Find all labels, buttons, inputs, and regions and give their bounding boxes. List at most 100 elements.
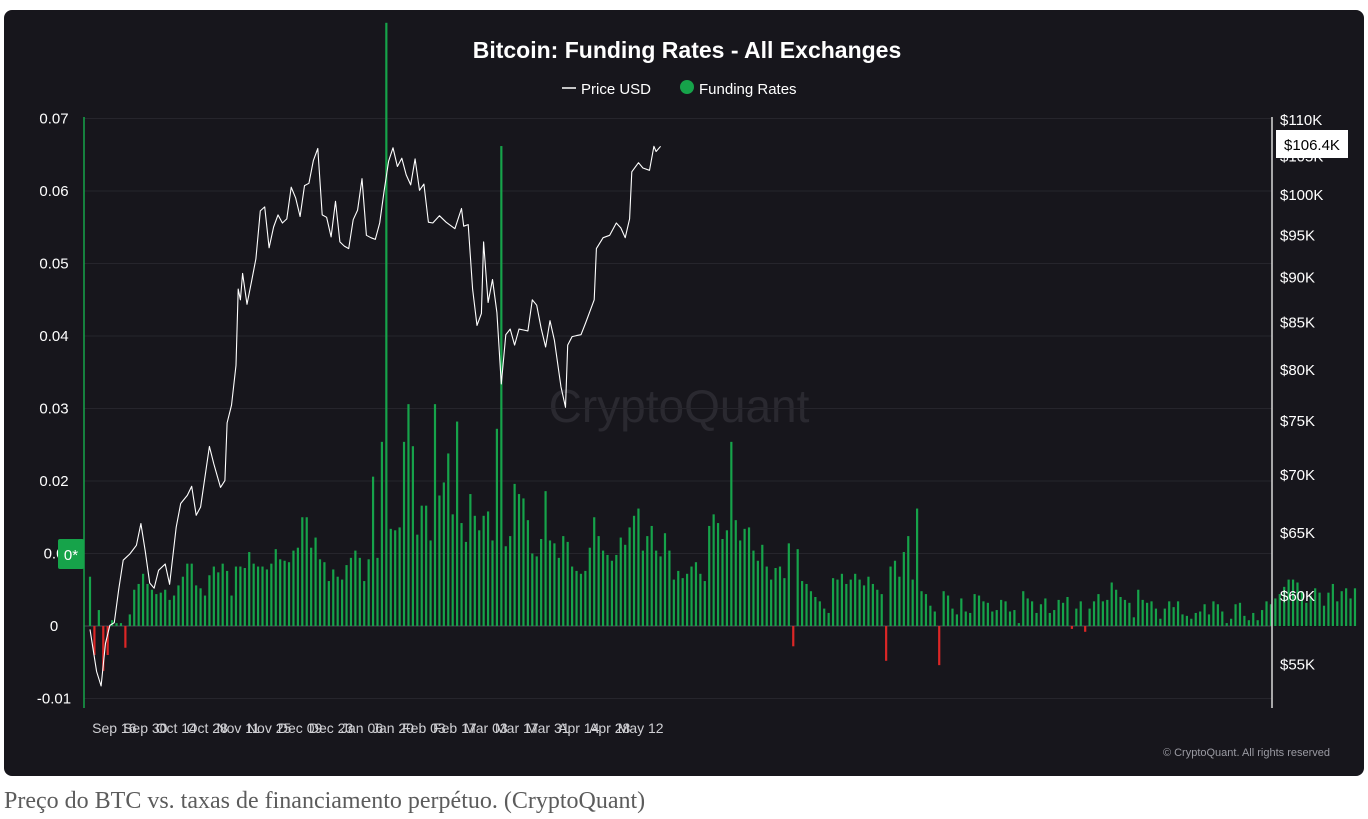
funding-bar: [929, 605, 932, 626]
funding-bar: [898, 576, 901, 626]
funding-bar: [1106, 599, 1109, 626]
funding-bar: [672, 579, 675, 626]
funding-bar: [632, 515, 636, 626]
funding-bar: [982, 601, 985, 626]
legend-funding[interactable]: Funding Rates: [699, 81, 797, 98]
funding-bar: [1035, 612, 1038, 626]
funding-bar: [495, 428, 499, 626]
funding-bar: [261, 566, 264, 626]
funding-bar: [1048, 612, 1051, 626]
funding-bar: [155, 594, 158, 626]
x-tick-label: Sep 16: [92, 720, 137, 736]
funding-bar: [566, 541, 569, 626]
funding-bar: [1199, 611, 1202, 626]
funding-bar: [876, 589, 879, 626]
funding-bar: [181, 576, 184, 626]
funding-bar: [831, 578, 835, 626]
funding-bar: [889, 566, 892, 626]
funding-bar: [509, 536, 512, 626]
funding-bar: [637, 508, 640, 626]
funding-bar: [1075, 608, 1078, 626]
funding-bar: [1309, 595, 1312, 626]
x-tick-label: Feb 03: [402, 720, 446, 736]
x-tick-label: Sep 30: [123, 720, 168, 736]
funding-bar: [274, 549, 277, 626]
funding-bar: [544, 491, 547, 626]
funding-bar: [840, 573, 844, 626]
funding-bar: [380, 441, 384, 626]
funding-bar: [1260, 610, 1264, 626]
funding-rates-chart: CryptoQuant 0.070.060.050.040.030.020.00…: [37, 22, 1357, 759]
funding-bar: [597, 536, 600, 626]
funding-bar: [783, 578, 786, 626]
funding-bar: [1150, 601, 1153, 626]
funding-bar: [473, 515, 476, 626]
funding-bar: [1340, 591, 1343, 626]
funding-bar: [1084, 626, 1087, 632]
funding-bar: [402, 441, 406, 626]
current-price-badge: [1276, 130, 1348, 158]
legend-price[interactable]: Price USD: [581, 81, 651, 98]
funding-bar: [575, 570, 578, 626]
funding-bar: [504, 546, 507, 626]
funding-bar: [283, 560, 286, 626]
funding-bar: [1004, 601, 1007, 626]
funding-bar: [1238, 602, 1242, 626]
funding-bar: [526, 520, 529, 626]
funding-bar: [491, 540, 494, 626]
funding-bar: [986, 602, 989, 626]
x-tick-label: Oct 28: [187, 720, 228, 736]
funding-bar: [327, 581, 330, 626]
funding-bar: [1318, 592, 1321, 626]
funding-bar: [663, 533, 667, 626]
funding-bar: [1115, 589, 1118, 626]
funding-bar: [1030, 601, 1034, 626]
funding-bar: [690, 566, 693, 626]
funding-bar: [871, 583, 874, 626]
funding-bar: [433, 404, 437, 626]
funding-bar: [1353, 588, 1357, 626]
y-right-tick-label: $65K: [1280, 525, 1315, 542]
funding-bar: [721, 539, 724, 626]
funding-bar: [464, 541, 468, 626]
funding-bar: [787, 543, 790, 626]
legend: Price USD Funding Rates: [562, 80, 797, 98]
funding-bar: [1216, 604, 1219, 626]
funding-bar: [323, 562, 326, 626]
funding-bar: [1057, 599, 1060, 626]
funding-bar: [270, 563, 273, 626]
funding-bar: [345, 565, 348, 626]
y-right-tick-label: $85K: [1280, 315, 1315, 332]
x-tick-label: Dec 09: [278, 720, 323, 736]
funding-bar: [553, 543, 556, 626]
funding-bar: [486, 511, 490, 626]
funding-bar: [933, 611, 936, 626]
funding-bar: [358, 557, 361, 626]
funding-bar: [226, 570, 229, 626]
funding-bar: [951, 608, 954, 626]
funding-bar: [681, 578, 684, 626]
copyright: © CryptoQuant. All rights reserved: [1163, 747, 1330, 759]
funding-bar: [694, 562, 698, 626]
funding-bar: [540, 539, 543, 626]
funding-bar: [960, 598, 963, 626]
funding-bar: [239, 566, 242, 626]
funding-bar: [677, 570, 680, 626]
funding-bar: [447, 453, 450, 626]
funding-bar: [1039, 604, 1043, 626]
funding-bar: [703, 581, 706, 626]
funding-bar: [557, 557, 560, 626]
funding-bar: [955, 614, 959, 626]
funding-bar: [946, 595, 950, 626]
funding-bar: [1061, 602, 1065, 626]
funding-bar: [849, 579, 852, 626]
funding-bar: [1265, 601, 1268, 626]
funding-rate-bars: [88, 22, 1357, 671]
funding-bar: [442, 482, 445, 626]
funding-bar: [1327, 592, 1330, 626]
funding-bar: [478, 530, 481, 626]
funding-bar: [349, 557, 353, 626]
funding-bar: [1331, 583, 1334, 626]
funding-bar: [942, 591, 945, 626]
